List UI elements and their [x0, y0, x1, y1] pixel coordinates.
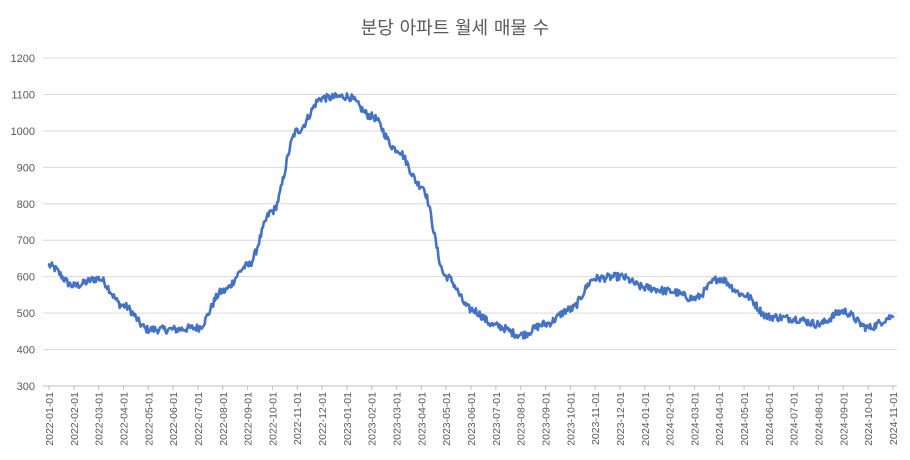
x-tick-label: 2022-12-01 — [317, 392, 329, 446]
y-tick-label: 1000 — [11, 126, 35, 138]
y-tick-label: 500 — [17, 308, 35, 320]
y-tick-label: 700 — [17, 235, 35, 247]
x-tick-label: 2024-09-01 — [838, 392, 850, 446]
x-tick-label: 2024-10-01 — [863, 392, 875, 446]
x-tick-label: 2024-03-01 — [689, 392, 701, 446]
x-axis-ticks: 2022-01-01 2022-02-01 2022-03-01 2022-04-01… — [44, 386, 900, 446]
x-tick-label: 2024-08-01 — [814, 392, 826, 446]
x-tick-label: 2023-12-01 — [615, 392, 627, 446]
x-tick-label: 2022-07-01 — [193, 392, 205, 446]
x-tick-label: 2024-07-01 — [789, 392, 801, 446]
x-tick-label: 2023-02-01 — [367, 392, 379, 446]
gridlines — [43, 57, 897, 387]
x-tick-label: 2024-05-01 — [739, 392, 751, 446]
y-tick-label: 800 — [17, 199, 35, 211]
y-tick-label: 600 — [17, 272, 35, 284]
x-tick-label: 2023-10-01 — [565, 392, 577, 446]
chart-title: 분당 아파트 월세 매물 수 — [360, 18, 550, 39]
y-axis-ticks: 300 400 500 600 700 800 900 1000 1100 1200 — [11, 53, 35, 393]
x-tick-label: 2022-08-01 — [218, 392, 230, 446]
x-tick-label: 2022-02-01 — [69, 392, 81, 446]
x-tick-label: 2022-11-01 — [292, 392, 304, 445]
series-line — [47, 92, 895, 340]
x-tick-label: 2022-06-01 — [168, 392, 180, 446]
x-tick-label: 2024-04-01 — [714, 392, 726, 446]
x-tick-label: 2023-05-01 — [441, 392, 453, 446]
x-tick-label: 2022-10-01 — [267, 392, 279, 446]
x-tick-label: 2024-01-01 — [640, 392, 652, 446]
y-tick-label: 900 — [17, 162, 35, 174]
x-tick-label: 2023-06-01 — [466, 392, 478, 446]
series-layer — [47, 92, 895, 340]
x-tick-label: 2022-04-01 — [118, 392, 130, 446]
y-tick-label: 1200 — [11, 53, 35, 65]
x-tick-label: 2023-03-01 — [392, 392, 404, 446]
y-tick-label: 300 — [17, 381, 35, 393]
x-tick-label: 2024-11-01 — [888, 392, 900, 445]
x-tick-label: 2023-04-01 — [416, 392, 428, 446]
x-tick-label: 2024-02-01 — [665, 392, 677, 446]
x-tick-label: 2023-07-01 — [491, 392, 503, 446]
x-tick-label: 2022-03-01 — [94, 392, 106, 446]
x-tick-label: 2023-01-01 — [342, 392, 354, 446]
x-tick-label: 2022-09-01 — [243, 392, 255, 446]
x-tick-label: 2023-11-01 — [590, 392, 602, 445]
x-tick-label: 2022-01-01 — [44, 392, 56, 446]
y-tick-label: 400 — [17, 345, 35, 357]
y-tick-label: 1100 — [11, 89, 35, 101]
x-tick-label: 2023-08-01 — [516, 392, 528, 446]
x-tick-label: 2024-06-01 — [764, 392, 776, 446]
x-tick-label: 2023-09-01 — [540, 392, 552, 446]
x-tick-label: 2022-05-01 — [143, 392, 155, 446]
